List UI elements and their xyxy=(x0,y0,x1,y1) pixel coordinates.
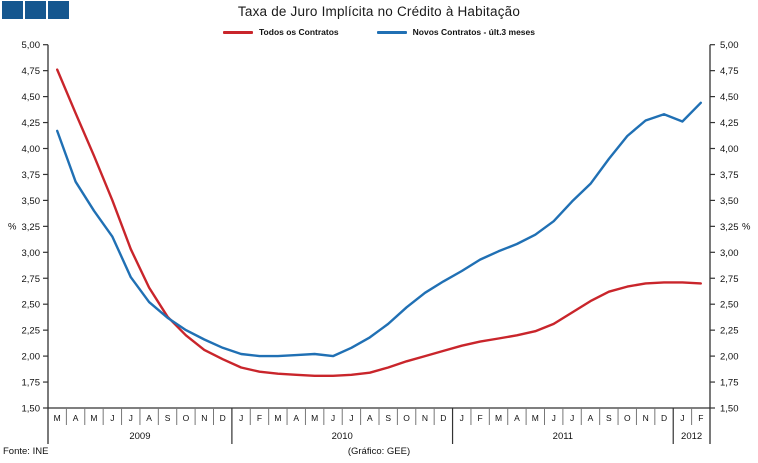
month-tick-label: N xyxy=(643,413,649,423)
y-axis-unit-left: % xyxy=(8,221,17,232)
legend-swatch-red xyxy=(223,30,253,34)
y-tick-label-left: 4,25 xyxy=(22,118,41,129)
month-tick-label: J xyxy=(349,413,353,423)
y-tick-label-left: 5,00 xyxy=(22,40,41,51)
y-tick-label-right: 4,25 xyxy=(720,118,739,129)
month-tick-label: J xyxy=(680,413,684,423)
month-tick-label: J xyxy=(239,413,243,423)
y-tick-label-right: 3,75 xyxy=(720,170,739,181)
y-tick-label-right: 1,50 xyxy=(720,404,739,415)
y-tick-label-right: 1,75 xyxy=(720,378,739,389)
month-tick-label: J xyxy=(570,413,574,423)
month-tick-label: J xyxy=(331,413,335,423)
y-tick-label-left: 3,75 xyxy=(22,170,41,181)
y-tick-label-right: 3,25 xyxy=(720,222,739,233)
month-tick-label: N xyxy=(201,413,207,423)
source-label: Fonte: INE xyxy=(3,446,49,457)
month-tick-label: M xyxy=(311,413,318,423)
month-tick-label: D xyxy=(661,413,667,423)
y-tick-label-right: 4,50 xyxy=(720,92,739,103)
month-tick-label: S xyxy=(165,413,171,423)
month-tick-label: O xyxy=(183,413,190,423)
chart-title: Taxa de Juro Implícita no Crédito à Habi… xyxy=(237,4,521,19)
month-tick-label: N xyxy=(422,413,428,423)
y-tick-label-right: 2,50 xyxy=(720,300,739,311)
month-tick-label: D xyxy=(220,413,226,423)
y-tick-label-left: 2,00 xyxy=(22,352,41,363)
y-tick-label-left: 4,50 xyxy=(22,92,41,103)
month-tick-label: D xyxy=(440,413,446,423)
month-tick-label: M xyxy=(532,413,539,423)
legend-item-todos-os-contratos: Todos os Contratos xyxy=(223,27,339,37)
logo-square xyxy=(25,1,46,19)
month-tick-label: M xyxy=(90,413,97,423)
y-tick-label-right: 4,75 xyxy=(720,66,739,77)
y-tick-label-left: 1,50 xyxy=(22,404,41,415)
month-tick-label: M xyxy=(495,413,502,423)
month-tick-label: J xyxy=(552,413,556,423)
month-tick-label: J xyxy=(110,413,114,423)
year-label: 2010 xyxy=(332,431,353,442)
series-line-novos-contratos xyxy=(56,101,702,358)
year-label: 2012 xyxy=(681,431,702,442)
y-tick-label-left: 3,00 xyxy=(22,248,41,259)
y-tick-label-right: 2,25 xyxy=(720,326,739,337)
y-tick-label-left: 4,75 xyxy=(22,66,41,77)
y-tick-label-left: 2,50 xyxy=(22,300,41,311)
legend: Todos os Contratos Novos Contratos - últ… xyxy=(0,27,758,37)
month-tick-label: A xyxy=(146,413,152,423)
month-tick-label: J xyxy=(460,413,464,423)
logo-square xyxy=(48,1,69,19)
logo-square xyxy=(2,1,23,19)
month-tick-label: O xyxy=(624,413,631,423)
month-tick-label: F xyxy=(478,413,483,423)
y-tick-label-left: 3,25 xyxy=(22,222,41,233)
legend-label: Todos os Contratos xyxy=(259,27,339,37)
month-tick-label: A xyxy=(73,413,79,423)
month-tick-label: J xyxy=(129,413,133,423)
month-tick-label: A xyxy=(588,413,594,423)
y-tick-label-left: 3,50 xyxy=(22,196,41,207)
y-tick-label-right: 3,50 xyxy=(720,196,739,207)
y-tick-label-right: 3,00 xyxy=(720,248,739,259)
y-tick-label-left: 2,25 xyxy=(22,326,41,337)
month-tick-label: F xyxy=(698,413,703,423)
month-tick-label: F xyxy=(257,413,262,423)
month-tick-label: M xyxy=(274,413,281,423)
y-tick-label-right: 2,75 xyxy=(720,274,739,285)
y-tick-label-left: 1,75 xyxy=(22,378,41,389)
month-tick-label: S xyxy=(385,413,391,423)
y-tick-label-right: 4,00 xyxy=(720,144,739,155)
y-tick-label-right: 2,00 xyxy=(720,352,739,363)
month-tick-label: S xyxy=(606,413,612,423)
month-tick-label: M xyxy=(54,413,61,423)
y-axis-unit-right: % xyxy=(742,221,751,232)
month-tick-label: A xyxy=(514,413,520,423)
year-label: 2011 xyxy=(553,431,573,442)
year-label: 2009 xyxy=(129,431,150,442)
legend-label: Novos Contratos - últ.3 meses xyxy=(412,27,535,37)
logo xyxy=(2,1,69,19)
y-tick-label-right: 5,00 xyxy=(720,40,739,51)
month-tick-label: A xyxy=(293,413,299,423)
month-tick-label: O xyxy=(403,413,410,423)
y-tick-label-left: 4,00 xyxy=(22,144,41,155)
legend-item-novos-contratos: Novos Contratos - últ.3 meses xyxy=(376,27,535,37)
legend-swatch-blue xyxy=(376,30,407,34)
series-line-todos-os-contratos xyxy=(56,68,702,377)
y-tick-label-left: 2,75 xyxy=(22,274,41,285)
credit-label: (Gráfico: GEE) xyxy=(347,446,411,457)
month-tick-label: A xyxy=(367,413,373,423)
